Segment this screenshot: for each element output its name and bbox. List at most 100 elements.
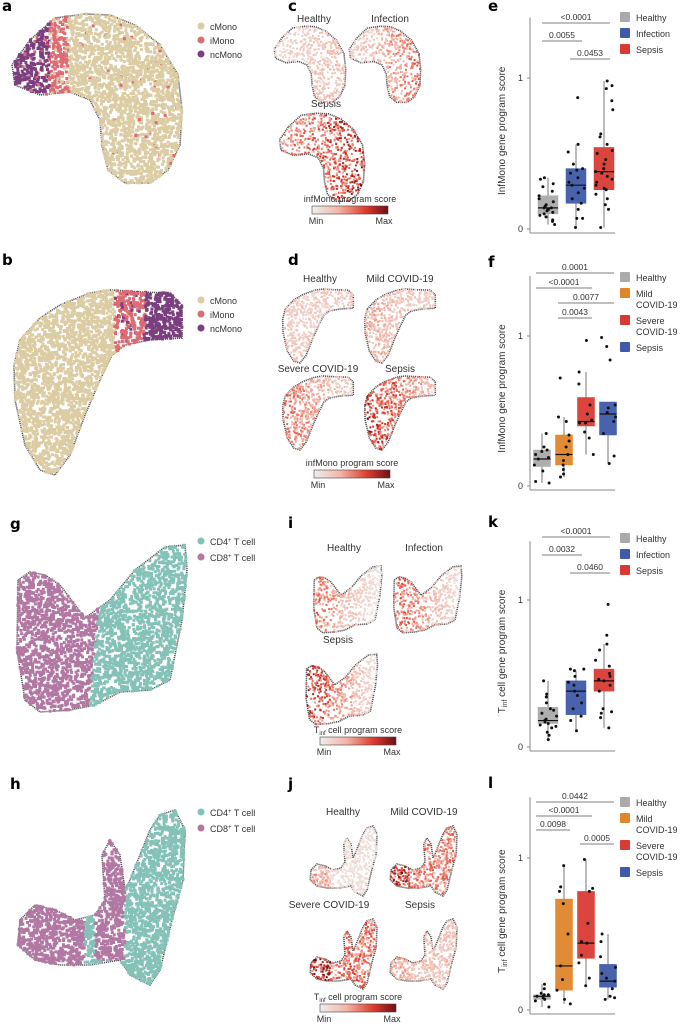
cell-point [132, 95, 135, 99]
cell-point [25, 404, 29, 408]
cell-point [95, 361, 99, 365]
panel-letter-e: e [488, 0, 499, 15]
cell-point [70, 394, 74, 398]
cell-point [90, 321, 94, 325]
cell-point [52, 63, 56, 67]
cell-point [48, 26, 51, 30]
cell-point [132, 99, 135, 103]
cell-point [66, 371, 70, 375]
cell-point [110, 129, 114, 133]
cell-point [53, 74, 56, 78]
cell-point [159, 139, 163, 143]
cell-point [154, 309, 158, 313]
cell-point [106, 350, 110, 354]
cell-point [88, 302, 92, 306]
cell-point [179, 118, 183, 122]
cell-point [54, 16, 58, 20]
cell-point [133, 313, 137, 317]
cell-point [171, 298, 175, 302]
cell-point [54, 313, 58, 316]
cell-point [120, 95, 124, 99]
cell-point [145, 146, 149, 150]
cell-point [69, 89, 73, 93]
cell-point [85, 322, 89, 326]
cell-point [20, 410, 24, 414]
cell-point [128, 111, 132, 115]
cell-point [112, 68, 115, 72]
cell-point [172, 154, 176, 157]
cell-point [110, 108, 114, 112]
cell-point [135, 83, 139, 87]
cell-point [32, 52, 36, 56]
cell-point [57, 74, 61, 78]
cell-point [103, 98, 107, 102]
cell-point [100, 321, 103, 325]
cell-point [111, 97, 115, 101]
cell-point [30, 70, 34, 74]
cell-point [38, 458, 42, 461]
cell-point [103, 154, 107, 158]
cell-point [157, 313, 161, 316]
cell-point [55, 320, 59, 323]
cell-point [81, 395, 85, 399]
panel-letter-l: l [488, 774, 494, 792]
cell-point [135, 62, 139, 66]
cell-point [123, 161, 127, 165]
cell-point [105, 40, 109, 44]
cell-point [176, 301, 180, 305]
cell-point [169, 161, 172, 165]
cell-point [160, 168, 164, 172]
cell-point [109, 122, 113, 126]
cell-point [102, 349, 106, 353]
cell-point [28, 79, 32, 83]
cell-point [130, 138, 133, 142]
cell-point [51, 356, 55, 360]
cell-point [117, 97, 120, 100]
cell-point [78, 43, 82, 47]
cell-point [150, 109, 153, 112]
cell-point [169, 75, 173, 79]
cell-point [37, 461, 41, 465]
cell-point [95, 310, 99, 314]
cell-point [26, 338, 30, 342]
cell-point [113, 127, 117, 131]
cell-point [112, 34, 116, 38]
cell-point [78, 87, 82, 91]
cell-point [58, 457, 62, 460]
cell-point [58, 36, 62, 40]
cell-point [43, 352, 47, 356]
cell-point [42, 422, 46, 426]
cell-point [61, 426, 65, 430]
cell-point [61, 428, 65, 432]
cell-point [157, 113, 160, 116]
cell-point [83, 43, 87, 47]
cell-point [136, 85, 140, 89]
cell-point [99, 122, 103, 126]
cell-point [32, 423, 36, 427]
cell-point [23, 346, 27, 350]
cell-point [101, 294, 105, 297]
cell-point [151, 144, 155, 148]
cell-point [143, 150, 147, 154]
cell-point [19, 64, 23, 68]
cell-point [14, 60, 18, 64]
cell-point [150, 56, 154, 60]
panel-letter-j: j [288, 775, 294, 793]
cell-point [115, 289, 119, 293]
cell-point [78, 54, 82, 58]
cell-point [153, 326, 157, 330]
cell-point [155, 76, 159, 80]
cell-point [60, 319, 64, 323]
cell-point [160, 90, 163, 94]
cell-point [31, 420, 35, 424]
cell-point [95, 321, 99, 325]
cell-point [42, 452, 46, 456]
cell-point [171, 88, 175, 92]
cell-point [106, 141, 110, 144]
cell-point [112, 93, 116, 97]
cell-point [62, 363, 65, 366]
cell-point [149, 72, 153, 76]
cell-point [86, 40, 90, 44]
cell-point [124, 327, 128, 331]
